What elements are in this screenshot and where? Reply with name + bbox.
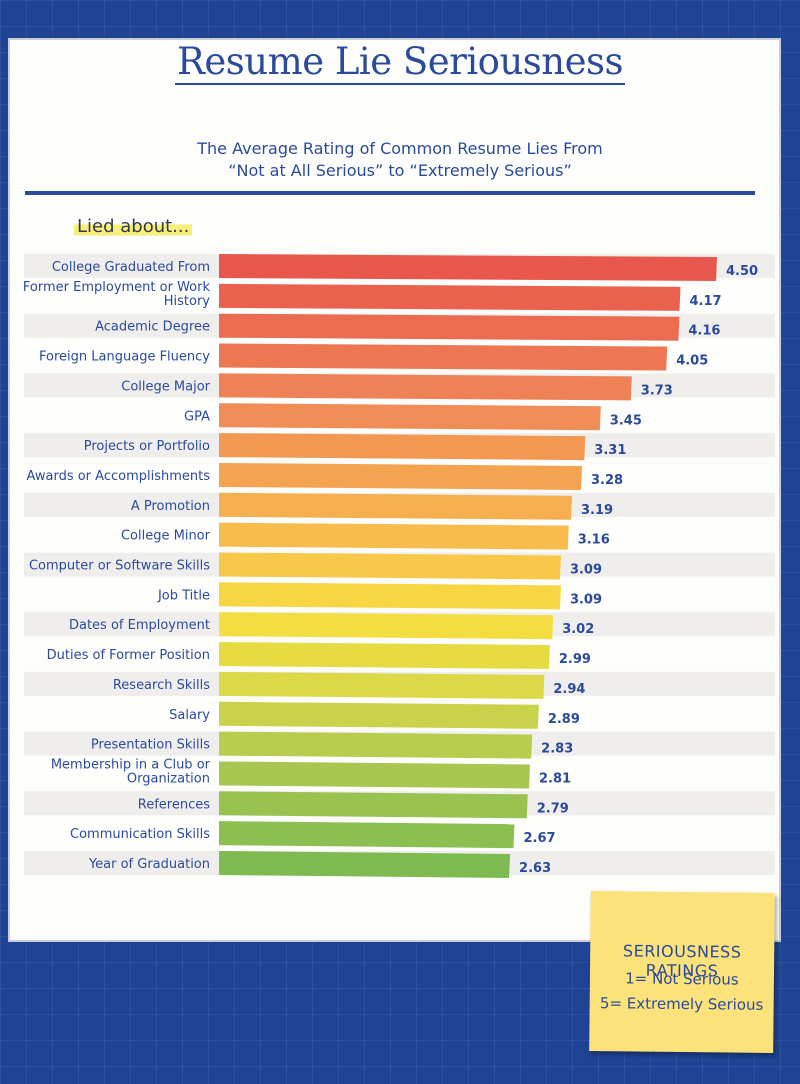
- category-heading: Lied about...: [74, 216, 193, 237]
- category-label: Salary: [169, 708, 210, 723]
- category-label: Computer or Software Skills: [29, 559, 210, 574]
- bar: [219, 761, 530, 789]
- category-label: Academic Degree: [95, 320, 210, 335]
- category-label: Research Skills: [113, 678, 210, 693]
- bar: [219, 462, 582, 490]
- category-label: Projects or Portfolio: [84, 439, 210, 454]
- category-label: Former Employment or Work History: [23, 280, 211, 309]
- bar: [219, 582, 561, 610]
- subtitle-line-1: The Average Rating of Common Resume Lies…: [197, 139, 603, 158]
- bar: [219, 313, 680, 341]
- bar: [219, 731, 533, 759]
- category-label: Duties of Former Position: [47, 648, 210, 663]
- bar: [219, 701, 539, 729]
- category-label: College Minor: [121, 529, 211, 544]
- title-divider: [25, 191, 755, 195]
- bar-value-label: 3.31: [594, 443, 626, 458]
- bar-value-label: 3.09: [570, 592, 602, 607]
- bar-value-label: 2.99: [559, 652, 591, 667]
- bar-value-label: 3.73: [641, 383, 673, 398]
- category-label: References: [138, 797, 210, 812]
- category-label: Communication Skills: [70, 827, 210, 842]
- bar-value-label: 3.45: [610, 413, 642, 428]
- bar: [219, 612, 554, 640]
- bar-value-label: 4.05: [676, 354, 708, 369]
- bar-value-label: 2.89: [548, 712, 580, 727]
- bar: [219, 343, 668, 371]
- bar: [219, 254, 717, 281]
- bar: [219, 642, 550, 670]
- bar-value-label: 2.63: [519, 861, 551, 876]
- bar-value-label: 3.16: [578, 533, 610, 548]
- category-label: College Graduated From: [52, 260, 210, 275]
- bar: [219, 671, 545, 699]
- bar-value-label: 4.50: [726, 264, 758, 279]
- bar-value-label: 3.09: [570, 563, 602, 578]
- ratings-note-line-1: 1= Not Serious: [625, 969, 739, 989]
- ratings-note-line-2: 5= Extremely Serious: [599, 994, 764, 1014]
- subtitle-line-2: “Not at All Serious” to “Extremely Serio…: [228, 161, 572, 180]
- bar-value-label: 4.16: [688, 324, 720, 339]
- bar: [219, 851, 511, 878]
- bar: [219, 492, 573, 520]
- bar-value-label: 3.02: [562, 622, 594, 637]
- bar-value-label: 2.67: [523, 831, 555, 846]
- page-title: Resume Lie Seriousness: [0, 40, 800, 85]
- category-label: College Major: [121, 379, 210, 394]
- bar: [219, 283, 681, 311]
- bar-value-label: 2.94: [553, 682, 585, 697]
- bar-value-label: 4.17: [689, 294, 721, 309]
- category-label: Foreign Language Fluency: [39, 350, 210, 365]
- category-label: Dates of Employment: [69, 618, 210, 633]
- bar: [219, 433, 586, 461]
- bar: [219, 821, 515, 849]
- bar-value-label: 3.19: [581, 503, 613, 518]
- category-label: Job Title: [157, 588, 210, 603]
- category-label: A Promotion: [131, 499, 210, 514]
- bar-value-label: 2.79: [537, 801, 569, 816]
- bar: [219, 552, 561, 580]
- bar-value-label: 2.81: [539, 771, 571, 786]
- bar-value-label: 3.28: [591, 473, 623, 488]
- category-label: GPA: [184, 409, 210, 424]
- ratings-sticky-note: SERIOUSNESS RATINGS 1= Not Serious 5= Ex…: [589, 891, 775, 1053]
- bar-value-label: 2.83: [541, 742, 573, 757]
- bar: [219, 373, 632, 401]
- bar: [219, 522, 569, 550]
- category-label: Year of Graduation: [88, 857, 210, 872]
- category-label: Presentation Skills: [91, 738, 210, 753]
- category-label: Awards or Accomplishments: [26, 469, 210, 484]
- title-text: Resume Lie Seriousness: [175, 40, 625, 85]
- category-label: Membership in a Club or Organization: [51, 757, 211, 786]
- bar: [219, 403, 601, 431]
- bar: [219, 791, 528, 819]
